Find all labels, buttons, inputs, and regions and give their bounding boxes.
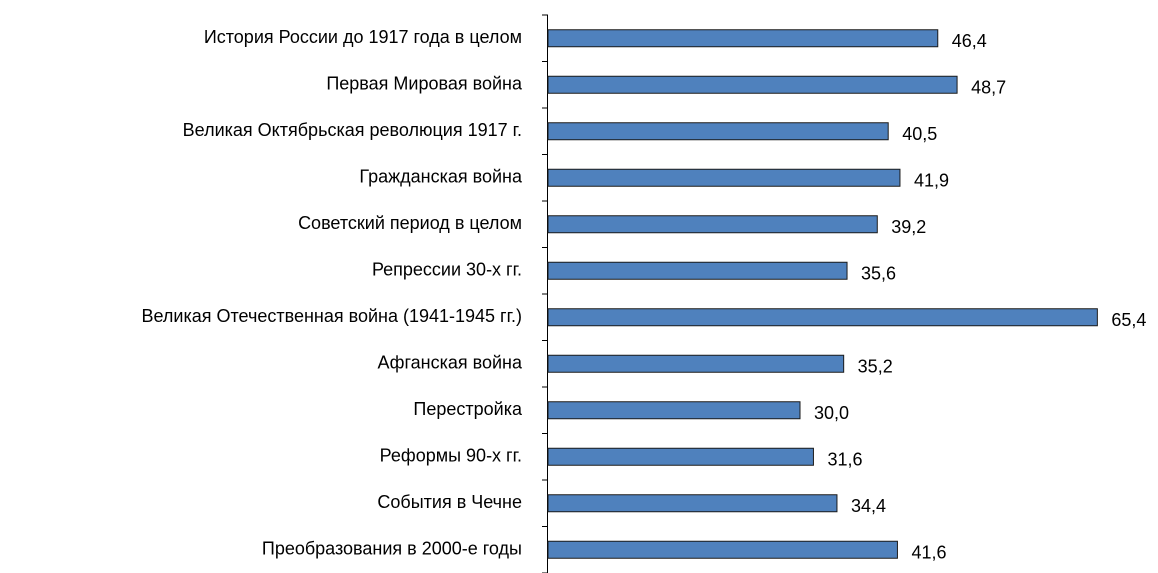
bar bbox=[547, 540, 898, 559]
y-tick-label: Перестройка bbox=[413, 399, 523, 419]
y-tick-label: История России до 1917 года в целом bbox=[204, 27, 522, 47]
bar bbox=[547, 308, 1098, 327]
data-label: 46,4 bbox=[952, 31, 987, 51]
y-tick-label: Репрессии 30-х гг. bbox=[372, 260, 522, 280]
data-label: 41,9 bbox=[914, 171, 949, 191]
y-tick-label: События в Чечне bbox=[377, 492, 522, 512]
data-label: 65,4 bbox=[1111, 310, 1146, 330]
y-tick-label: Гражданская война bbox=[359, 167, 523, 187]
bar bbox=[547, 401, 801, 420]
data-label: 35,6 bbox=[861, 264, 896, 284]
y-tick-label: Великая Октябрьская революция 1917 г. bbox=[183, 120, 522, 140]
data-label: 41,6 bbox=[911, 543, 946, 563]
bar bbox=[547, 447, 814, 466]
y-tick-label: Реформы 90-х гг. bbox=[380, 446, 522, 466]
bar bbox=[547, 29, 939, 48]
data-label: 34,4 bbox=[851, 496, 886, 516]
bar bbox=[547, 168, 901, 187]
bar bbox=[547, 122, 889, 141]
bar bbox=[547, 354, 845, 373]
y-tick-label: Советский период в целом bbox=[298, 213, 522, 233]
bar bbox=[547, 494, 838, 513]
y-tick-label: Преобразования в 2000-е годы bbox=[262, 539, 522, 559]
y-tick-label: Первая Мировая война bbox=[326, 74, 523, 94]
data-label: 40,5 bbox=[902, 124, 937, 144]
data-label: 35,2 bbox=[858, 357, 893, 377]
bar bbox=[547, 261, 848, 280]
y-tick-label: Афганская война bbox=[377, 353, 523, 373]
bar bbox=[547, 75, 958, 94]
y-tick-label: Великая Отечественная война (1941-1945 г… bbox=[142, 306, 523, 326]
data-label: 31,6 bbox=[827, 450, 862, 470]
data-label: 48,7 bbox=[971, 78, 1006, 98]
data-label: 30,0 bbox=[814, 403, 849, 423]
bar bbox=[547, 215, 878, 234]
data-label: 39,2 bbox=[891, 217, 926, 237]
